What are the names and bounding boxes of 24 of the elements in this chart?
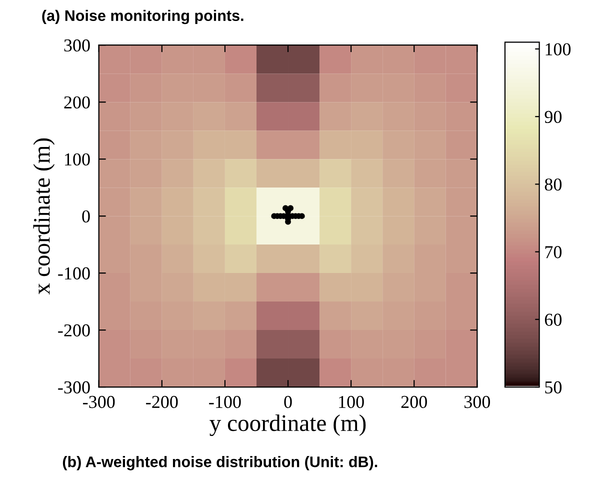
x-tick-label: 100 — [339, 396, 364, 408]
color-bar-label: 80 — [544, 178, 562, 191]
x-tick-label: -300 — [82, 396, 115, 408]
y-tick-label: -300 — [58, 381, 90, 394]
color-bar-label: 90 — [544, 110, 562, 124]
text: (b) A-weighted noise distribution (Unit: dB). — [62, 456, 378, 470]
y-tick-label: -200 — [58, 324, 90, 336]
y-tick-label: 200 — [64, 96, 90, 109]
y-tick-label: -100 — [58, 267, 90, 280]
y-tick-label: 0 — [82, 210, 90, 223]
x-tick-label: 0 — [284, 396, 292, 408]
color-bar-label: 60 — [544, 314, 562, 326]
x-tick-label: -100 — [209, 396, 241, 408]
x-tick-label: 200 — [401, 396, 427, 408]
y-axis-title: x coordinate (m) — [33, 138, 55, 295]
x-tick-label: 300 — [464, 396, 490, 408]
x-tick-label: -200 — [146, 396, 178, 408]
y-tick-label: 300 — [64, 39, 90, 52]
y-tick-label: 100 — [65, 153, 90, 166]
color-bar-label: 70 — [545, 246, 562, 258]
x-axis-title: y coordinate (m) — [210, 414, 366, 436]
chart-title: (a) Noise monitoring points. — [42, 10, 244, 24]
color-bar-label: 50 — [545, 381, 562, 394]
color-bar-label: 100 — [546, 43, 571, 56]
